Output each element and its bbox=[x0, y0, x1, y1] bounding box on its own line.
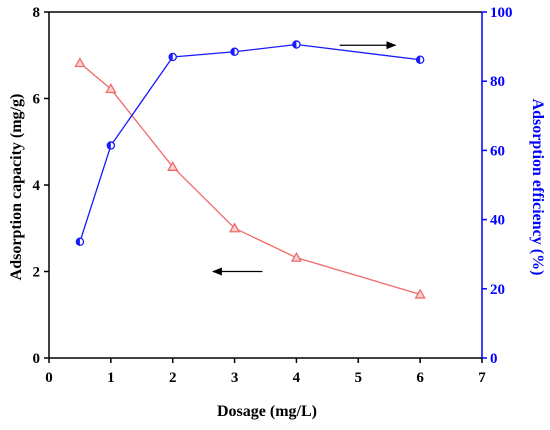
y-left-tick-label: 6 bbox=[33, 92, 41, 108]
y-right-tick-label: 100 bbox=[490, 5, 513, 21]
series-0-point bbox=[167, 161, 179, 171]
point-half-fill bbox=[292, 40, 297, 49]
y-left-tick-label: 2 bbox=[33, 265, 41, 281]
x-tick-label: 3 bbox=[231, 370, 239, 386]
x-tick-label: 1 bbox=[107, 370, 115, 386]
series-1-point bbox=[106, 141, 116, 150]
point-half-fill bbox=[230, 48, 235, 56]
series-1-line bbox=[79, 43, 421, 242]
x-tick-label: 6 bbox=[416, 370, 424, 386]
series-1-point bbox=[415, 55, 425, 64]
x-tick-label: 2 bbox=[169, 370, 177, 386]
series-1-point bbox=[75, 237, 85, 246]
x-tick-label: 4 bbox=[293, 370, 301, 386]
series-1-point bbox=[230, 47, 239, 57]
series-0-point bbox=[290, 251, 303, 262]
y-left-tick-label: 4 bbox=[33, 178, 41, 194]
y-left-tick-label: 8 bbox=[33, 5, 41, 21]
x-tick-label: 5 bbox=[355, 370, 363, 386]
point-half-fill bbox=[416, 56, 421, 64]
series-0-line bbox=[79, 62, 421, 296]
y-left-axis-title: Adsorption capacity (mg/g) bbox=[8, 94, 25, 281]
x-tick-label: 0 bbox=[45, 370, 53, 386]
x-axis-title: Dosage (mg/L) bbox=[217, 403, 317, 420]
series-1-point bbox=[292, 40, 301, 49]
y-right-tick-label: 20 bbox=[490, 282, 505, 298]
series-0-point bbox=[228, 222, 241, 233]
y-right-tick-label: 60 bbox=[490, 143, 505, 159]
series-0-point bbox=[414, 288, 426, 299]
series-1-point bbox=[168, 52, 177, 62]
y-right-tick-label: 40 bbox=[490, 213, 505, 229]
y-right-tick-label: 0 bbox=[490, 351, 498, 367]
point-half-fill bbox=[107, 141, 111, 150]
series-0-point bbox=[74, 57, 86, 68]
series-0-point bbox=[105, 83, 117, 94]
x-tick-label: 7 bbox=[478, 370, 486, 386]
point-half-fill bbox=[76, 238, 80, 246]
y-left-tick-label: 0 bbox=[33, 351, 41, 367]
y-right-tick-label: 80 bbox=[490, 74, 505, 90]
y-right-axis-title: Adsorption efficiency (%) bbox=[529, 99, 546, 276]
point-half-fill bbox=[169, 53, 173, 61]
